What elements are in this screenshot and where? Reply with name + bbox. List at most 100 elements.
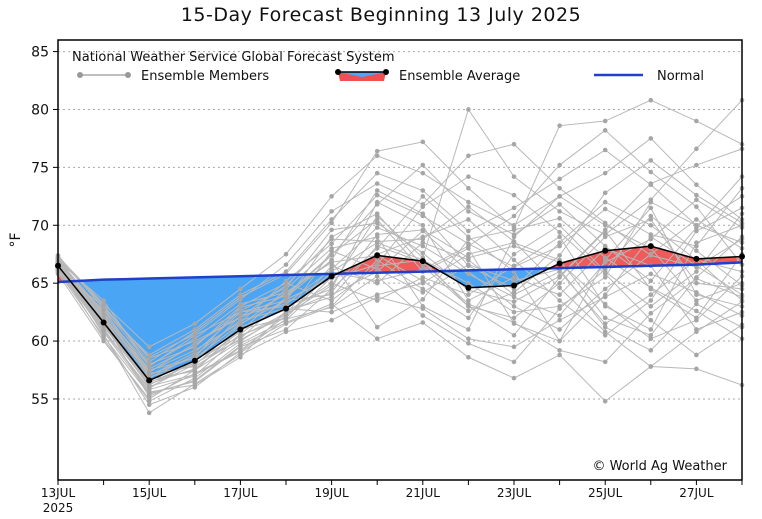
member-point [602, 118, 608, 124]
member-point [648, 181, 654, 186]
average-point [602, 247, 609, 254]
member-point [374, 239, 380, 244]
member-point [192, 372, 198, 377]
member-point [511, 225, 517, 230]
member-point [329, 236, 334, 242]
member-point [329, 241, 334, 247]
legend-source-text: National Weather Service Global Forecast… [72, 50, 395, 65]
x-tick-label: 15JUL [132, 486, 167, 500]
chart-title: 15-Day Forecast Beginning 13 July 2025 [180, 4, 582, 26]
member-point [192, 378, 198, 383]
member-point [557, 253, 562, 258]
member-point [420, 139, 426, 145]
member-point [283, 301, 289, 307]
member-point [648, 327, 654, 332]
member-point [101, 328, 106, 333]
member-point [466, 341, 471, 346]
member-point [466, 255, 471, 260]
member-point [466, 153, 471, 159]
member-point [420, 297, 426, 302]
member-point [329, 294, 334, 300]
member-point [694, 204, 699, 210]
member-point [557, 240, 562, 245]
member-point [192, 341, 198, 346]
legend-average-label: Ensemble Average [399, 69, 520, 84]
member-point [511, 304, 517, 309]
member-point [648, 317, 654, 323]
member-point [420, 213, 426, 219]
member-point [374, 181, 380, 186]
member-point [101, 298, 106, 303]
member-point [420, 227, 426, 233]
member-point [648, 310, 654, 316]
member-point [238, 308, 243, 314]
x-tick-label: 19JUL [314, 486, 349, 500]
y-tick-label: 65 [31, 276, 49, 292]
member-point [329, 220, 334, 226]
legend-average-marker [335, 69, 341, 75]
member-point [694, 352, 699, 358]
member-point [602, 190, 608, 196]
legend-average-marker [383, 69, 389, 75]
normal-line [57, 261, 743, 284]
member-point [694, 317, 699, 323]
member-point [101, 302, 106, 308]
member-point [192, 336, 198, 342]
member-point [511, 141, 517, 147]
member-point [511, 299, 517, 304]
member-point [374, 225, 380, 230]
member-point [146, 354, 152, 360]
member-point [694, 240, 699, 245]
legend-members-label: Ensemble Members [141, 69, 269, 84]
normal-series [57, 261, 743, 284]
member-point [329, 309, 334, 315]
member-point [146, 402, 152, 408]
member-point [329, 301, 334, 307]
member-point [146, 370, 152, 375]
member-point [602, 255, 608, 260]
member-point [557, 234, 562, 240]
member-point [466, 271, 471, 277]
member-point [648, 169, 654, 175]
member-point [557, 222, 562, 228]
member-line [57, 206, 743, 373]
member-point [557, 229, 562, 235]
member-line [57, 149, 743, 356]
member-point [511, 232, 517, 237]
member-point [511, 174, 517, 179]
member-point [602, 321, 608, 326]
average-point [419, 258, 426, 265]
member-point [192, 329, 198, 335]
y-axis: 55 60 65 70 75 80 85 [31, 45, 58, 408]
y-tick-label: 80 [31, 102, 49, 118]
member-point [602, 332, 608, 338]
average-point [693, 255, 700, 262]
member-point [466, 292, 471, 298]
member-line [57, 129, 743, 380]
member-point [283, 312, 289, 317]
average-point [556, 260, 563, 267]
member-point [374, 298, 380, 303]
member-point [557, 327, 562, 332]
y-tick-label: 70 [31, 218, 49, 234]
member-point [694, 298, 699, 303]
member-point [648, 217, 654, 222]
member-point [648, 222, 654, 228]
legend-normal-label: Normal [657, 69, 704, 84]
member-point [557, 243, 562, 249]
member-point [374, 266, 380, 272]
y-tick-label: 85 [31, 45, 49, 61]
member-point [329, 260, 334, 265]
member-point [602, 199, 608, 205]
legend-members-marker [77, 72, 83, 78]
member-line [57, 213, 743, 406]
member-point [420, 240, 426, 245]
member-point [146, 344, 152, 350]
member-line [57, 213, 743, 368]
member-point [557, 352, 562, 358]
member-point [238, 349, 243, 354]
member-point [466, 280, 471, 286]
member-point [694, 225, 699, 230]
member-point [648, 285, 654, 291]
